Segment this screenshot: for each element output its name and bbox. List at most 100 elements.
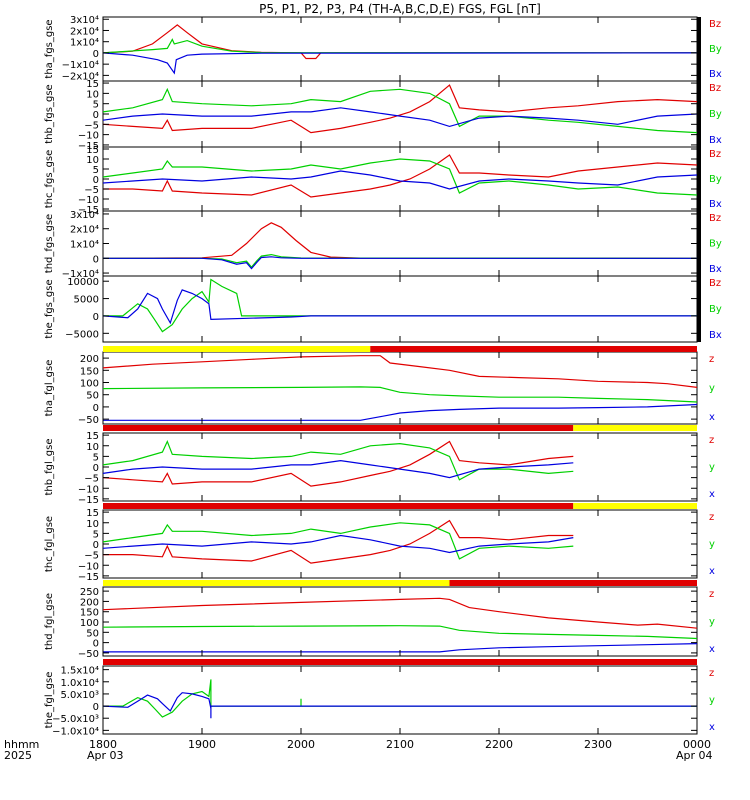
y-tick-label: 2x10⁴ xyxy=(70,225,99,236)
legend-label: x xyxy=(709,722,715,733)
y-tick-label: 0 xyxy=(93,49,99,60)
panel-frame xyxy=(102,80,698,148)
series-line-green xyxy=(102,87,698,134)
x-tick-label: 1900 xyxy=(188,738,216,751)
y-tick-label: 15 xyxy=(86,79,99,90)
y-tick-label: 15 xyxy=(86,145,99,156)
plot-title: P5, P1, P2, P3, P4 (TH-A,B,C,D,E) FGS, F… xyxy=(259,2,541,16)
y-tick-label: −15 xyxy=(78,572,99,583)
legend-label: y xyxy=(709,539,715,550)
y-tick-label: −10 xyxy=(78,131,99,142)
legend-label: x xyxy=(709,489,715,500)
series-line-blue xyxy=(102,170,698,190)
mode-bars-group xyxy=(103,346,697,665)
x-tick-label: 1800 xyxy=(89,738,117,751)
series-line-green xyxy=(103,278,697,333)
mode-bar-segment xyxy=(573,503,697,509)
y-tick-label: −1x10⁴ xyxy=(62,60,99,71)
y-tick-label: −5000 xyxy=(65,329,99,340)
legend-label: z xyxy=(709,589,714,600)
legend-label: Bz xyxy=(709,278,721,289)
series-line-blue xyxy=(102,534,574,554)
mode-bar-segment xyxy=(573,425,697,431)
legend-label: Bx xyxy=(709,135,722,146)
series-line-red xyxy=(102,24,697,60)
y-tick-label: −1.0x10⁴ xyxy=(52,726,99,737)
y-tick-label: 0 xyxy=(93,175,99,186)
series-line-blue xyxy=(102,459,574,479)
legend-label: By xyxy=(709,239,722,250)
y-tick-label: 15 xyxy=(86,431,99,442)
x-tick-label: 2200 xyxy=(485,738,513,751)
y-tick-label: 0 xyxy=(93,639,99,650)
y-tick-label: −1x10⁴ xyxy=(62,269,99,280)
x-tick-label: 0000 xyxy=(683,738,711,751)
y-axis-label: thd_fgs_gse xyxy=(44,214,55,273)
legend-label: Bz xyxy=(709,83,721,94)
legend-label: By xyxy=(709,304,722,315)
y-tick-label: −50 xyxy=(78,415,99,426)
legend-label: y xyxy=(709,462,715,473)
mode-bar-segment xyxy=(370,346,697,352)
mode-bar-segment xyxy=(103,659,697,665)
y-tick-label: −50 xyxy=(78,649,99,660)
x-tick-label: 2000 xyxy=(287,738,315,751)
panel-the_fgl_gse: 1.5x10⁴1.0x10⁴5.0x10³0−5.0x10³−1.0x10⁴th… xyxy=(44,665,715,737)
y-tick-label: 5 xyxy=(93,529,99,540)
y-axis-label: thc_fgl_gse xyxy=(44,516,55,572)
series-line-blue xyxy=(102,692,697,719)
y-tick-label: 0 xyxy=(93,463,99,474)
y-axis-label: thc_fgs_gse xyxy=(44,150,55,209)
series-line-blue xyxy=(103,643,698,653)
series-line-green xyxy=(102,625,698,640)
y-tick-label: −10 xyxy=(78,195,99,206)
legend-label: By xyxy=(709,109,722,120)
y-tick-label: 10 xyxy=(86,89,99,100)
y-tick-label: −5 xyxy=(84,551,99,562)
y-tick-label: 1x10⁴ xyxy=(70,38,99,49)
legend-label: Bx xyxy=(709,199,722,210)
series-line-red xyxy=(102,440,574,487)
legend-label: Bz xyxy=(709,149,721,160)
y-axis-label: tha_fgs_gse xyxy=(44,19,55,78)
y-tick-label: −5 xyxy=(84,474,99,485)
y-tick-label: −10 xyxy=(78,484,99,495)
x-label-year: 2025 xyxy=(4,749,32,762)
series-line-blue xyxy=(102,52,698,75)
y-tick-label: 5 xyxy=(93,100,99,111)
y-tick-label: 2x10⁴ xyxy=(70,26,99,37)
series-line-red xyxy=(103,519,574,564)
y-axis-label: thb_fgs_gse xyxy=(44,84,55,143)
legend-label: z xyxy=(709,354,714,365)
panel-frame xyxy=(102,665,698,735)
y-tick-label: 5 xyxy=(93,452,99,463)
y-tick-label: 100 xyxy=(80,379,99,390)
panel-frame xyxy=(102,146,698,212)
legend-label: y xyxy=(709,617,715,628)
legend-label: z xyxy=(709,668,714,679)
y-axis-label: thb_fgl_gse xyxy=(44,439,55,496)
y-tick-label: 200 xyxy=(80,354,99,365)
legend-label: z xyxy=(709,435,714,446)
mode-bar-segment xyxy=(449,580,697,586)
y-tick-label: 10 xyxy=(86,519,99,530)
legend-label: x xyxy=(709,412,715,423)
y-tick-label: 1x10⁴ xyxy=(70,240,99,251)
legend-label: Bz xyxy=(709,213,721,224)
mode-bar-segment xyxy=(103,580,450,586)
y-tick-label: 0 xyxy=(93,110,99,121)
y-tick-label: −10 xyxy=(78,561,99,572)
mode-bar-segment xyxy=(103,346,371,352)
panel-thd_fgs_gse: 3x10⁴ 2x10⁴ 1x10⁴ 0 −1x10⁴ thd_fgs_gse Bz By Bx xyxy=(44,210,722,280)
legend-label: Bx xyxy=(709,69,722,80)
series-line-red xyxy=(102,222,698,259)
legend-label: By xyxy=(709,44,722,55)
series-line-green xyxy=(102,386,698,403)
legend-label: By xyxy=(709,174,722,185)
